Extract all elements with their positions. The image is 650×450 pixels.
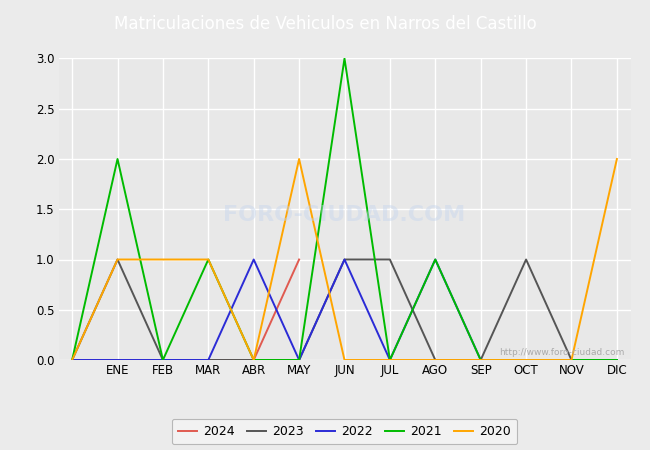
- 2023: [613, 357, 621, 363]
- 2023: [522, 257, 530, 262]
- 2021: [386, 357, 394, 363]
- 2024: [159, 357, 167, 363]
- 2020: [250, 357, 257, 363]
- 2022: [613, 357, 621, 363]
- Line: 2022: 2022: [72, 260, 617, 360]
- Line: 2024: 2024: [72, 260, 299, 360]
- 2020: [295, 156, 303, 162]
- 2023: [477, 357, 485, 363]
- 2020: [159, 257, 167, 262]
- 2021: [159, 357, 167, 363]
- 2020: [567, 357, 575, 363]
- 2021: [204, 257, 212, 262]
- 2021: [341, 56, 348, 61]
- 2022: [68, 357, 76, 363]
- 2022: [386, 357, 394, 363]
- 2023: [159, 357, 167, 363]
- 2023: [386, 257, 394, 262]
- 2020: [114, 257, 122, 262]
- 2024: [250, 357, 257, 363]
- 2020: [204, 257, 212, 262]
- 2024: [204, 357, 212, 363]
- 2022: [432, 257, 439, 262]
- 2022: [341, 257, 348, 262]
- 2021: [295, 357, 303, 363]
- 2023: [295, 357, 303, 363]
- 2020: [432, 357, 439, 363]
- 2024: [68, 357, 76, 363]
- 2022: [567, 357, 575, 363]
- 2023: [204, 357, 212, 363]
- 2021: [567, 357, 575, 363]
- 2020: [477, 357, 485, 363]
- Text: http://www.foro-ciudad.com: http://www.foro-ciudad.com: [499, 348, 625, 357]
- Line: 2021: 2021: [72, 58, 617, 360]
- 2023: [341, 257, 348, 262]
- 2021: [250, 357, 257, 363]
- 2020: [341, 357, 348, 363]
- 2022: [114, 357, 122, 363]
- Text: Matriculaciones de Vehiculos en Narros del Castillo: Matriculaciones de Vehiculos en Narros d…: [114, 14, 536, 33]
- 2021: [522, 357, 530, 363]
- 2023: [432, 357, 439, 363]
- 2022: [295, 357, 303, 363]
- 2022: [250, 257, 257, 262]
- 2024: [114, 357, 122, 363]
- 2021: [432, 257, 439, 262]
- 2021: [477, 357, 485, 363]
- 2020: [386, 357, 394, 363]
- 2020: [522, 357, 530, 363]
- 2020: [68, 357, 76, 363]
- 2021: [68, 357, 76, 363]
- Text: FORO-CIUDAD.COM: FORO-CIUDAD.COM: [224, 205, 465, 225]
- 2020: [613, 156, 621, 162]
- Line: 2023: 2023: [72, 260, 617, 360]
- 2022: [477, 357, 485, 363]
- 2024: [295, 257, 303, 262]
- 2021: [114, 156, 122, 162]
- 2023: [250, 357, 257, 363]
- 2022: [159, 357, 167, 363]
- Line: 2020: 2020: [72, 159, 617, 360]
- 2023: [567, 357, 575, 363]
- 2023: [68, 357, 76, 363]
- Legend: 2024, 2023, 2022, 2021, 2020: 2024, 2023, 2022, 2021, 2020: [172, 418, 517, 444]
- 2023: [114, 257, 122, 262]
- 2022: [522, 357, 530, 363]
- 2021: [613, 357, 621, 363]
- 2022: [204, 357, 212, 363]
